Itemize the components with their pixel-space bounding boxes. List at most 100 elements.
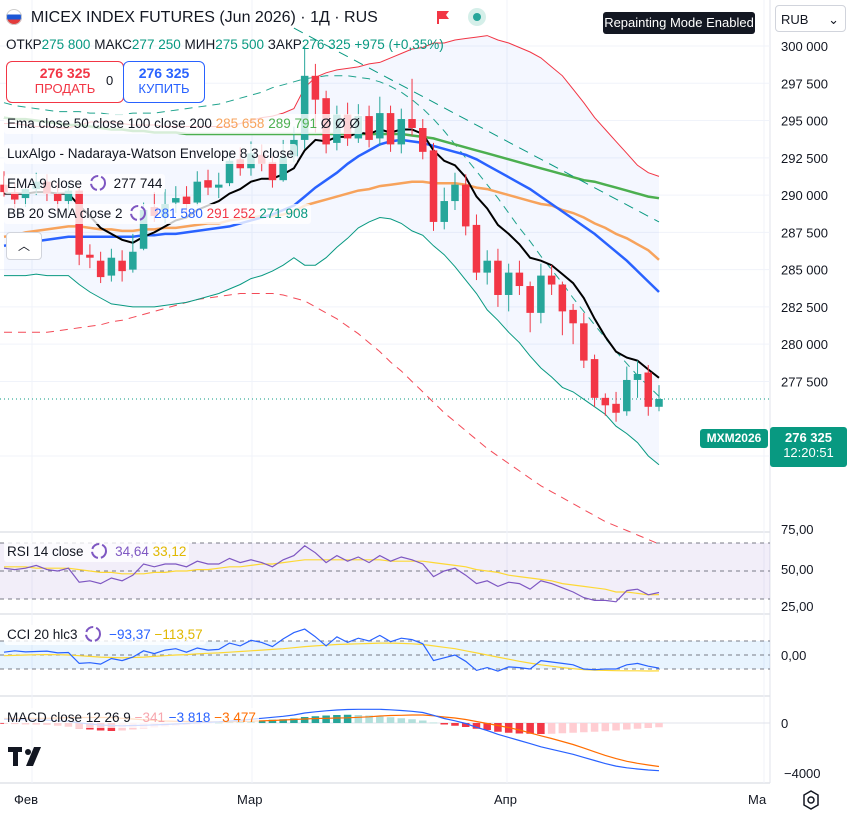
candle-body [10, 192, 19, 200]
tradingview-logo-icon[interactable] [8, 744, 48, 768]
candle [451, 172, 459, 210]
candle-body [86, 254, 94, 258]
candle-body [494, 260, 502, 295]
candle [365, 105, 373, 148]
low-value: 275 500 [215, 37, 265, 52]
sell-price: 276 325 [39, 65, 91, 81]
candle-body [644, 372, 653, 407]
candle [504, 263, 513, 312]
candle-body [96, 260, 105, 278]
macd-hist-bar [623, 723, 631, 730]
candle-body [537, 275, 545, 313]
ema9-legend[interactable]: EMA 9 close 277 744 [4, 174, 166, 194]
candle-body [612, 403, 620, 413]
symbol-title: MICEX INDEX FUTURES (Jun 2026) · 1Д · RU… [30, 9, 378, 26]
candle-body [440, 201, 449, 222]
candle-body [408, 119, 416, 128]
nwe-label: LuxAlgo - Nadaraya-Watson Envelope 8 3 c… [7, 146, 294, 161]
candle [623, 366, 631, 416]
candle-body [300, 75, 309, 140]
macd-label: MACD close 12 26 9 [7, 710, 131, 725]
candle-body [268, 162, 277, 181]
sell-button[interactable]: 276 325 ПРОДАТЬ [6, 61, 124, 103]
macd-hist-bar [386, 717, 395, 723]
candle [440, 187, 449, 230]
macd-hist-bar [461, 723, 470, 727]
replay-dot-icon[interactable] [467, 7, 487, 27]
buy-button[interactable]: 276 325 КУПИТЬ [123, 61, 205, 103]
currency-value: RUB [781, 12, 809, 27]
candle-body [461, 184, 470, 227]
indicator-settings-icon[interactable] [91, 543, 108, 559]
ema-na-2: Ø [335, 116, 346, 131]
high-value: 277 250 [131, 37, 181, 52]
indicator-settings-icon[interactable] [130, 205, 147, 221]
candle [494, 248, 502, 307]
candle [515, 260, 524, 295]
candle-body [214, 184, 223, 188]
candle [601, 393, 610, 416]
bb-legend[interactable]: BB 20 SMA close 2 281 580 291 252 271 90… [4, 204, 312, 224]
last-price-tag: 276 325 12:20:51 [770, 427, 847, 467]
candle-body [472, 224, 481, 273]
rsi-legend[interactable]: RSI 14 close 34,64 33,12 [4, 542, 190, 562]
cci-ma-value: −113,57 [154, 627, 203, 642]
candle [472, 214, 481, 281]
ema50-line [3, 180, 660, 261]
collapse-legend-button[interactable]: ︿ [6, 232, 42, 260]
macd-hist-bar [343, 714, 352, 723]
candle-body [139, 210, 148, 249]
bb-lower-value: 271 908 [259, 206, 309, 221]
chevron-down-icon: ⌄ [828, 12, 839, 27]
candle [96, 251, 105, 284]
macd-hist-bar [376, 716, 384, 723]
indicator-settings-icon[interactable] [85, 626, 102, 642]
candle-body [451, 184, 459, 202]
macd-hist-bar [429, 722, 438, 724]
candle-body [504, 272, 513, 295]
indicator-settings-icon[interactable] [89, 175, 106, 191]
candle-body [182, 196, 191, 205]
nwe-legend[interactable]: LuxAlgo - Nadaraya-Watson Envelope 8 3 c… [4, 144, 297, 164]
candle [526, 281, 534, 333]
cci-line [3, 628, 660, 672]
candle-body [397, 119, 406, 145]
candle [408, 78, 416, 136]
macd-hist-bar [537, 723, 545, 734]
macd-legend[interactable]: MACD close 12 26 9 −341 −3 818 −3 477 [4, 708, 259, 728]
candle-body [655, 398, 663, 407]
candle [419, 119, 427, 160]
ema50-value: 285 658 [215, 116, 265, 131]
bb-upper-value: 291 252 [206, 206, 256, 221]
currency-select[interactable]: RUB ⌄ [775, 5, 846, 32]
rsi-label: RSI 14 close [7, 544, 84, 559]
candle-body [193, 181, 202, 203]
macd-hist-bar [451, 723, 459, 726]
candle [483, 250, 491, 285]
spread-value: 0 [106, 73, 114, 88]
candle [558, 281, 567, 336]
candle [107, 248, 116, 282]
macd-hist-bar [354, 715, 363, 723]
settings-gear-icon[interactable] [801, 790, 821, 810]
rsi-axis-label: 25,00 [781, 599, 814, 614]
last-price-value: 276 325 [785, 430, 832, 445]
macd-hist-bar [644, 723, 653, 728]
cci-legend[interactable]: CCI 20 hlc3 −93,37 −113,57 [4, 625, 206, 645]
rsi-value: 34,64 [115, 544, 149, 559]
alert-flag-icon[interactable] [436, 10, 450, 24]
nwe-lower-line [4, 293, 660, 545]
macd-hist-bar [569, 723, 577, 733]
ema-multi-legend[interactable]: Ema close 50 close 100 close 200 285 658… [4, 114, 363, 134]
candle-body [53, 193, 62, 202]
time-axis-label: Мар [237, 792, 262, 807]
price-axis-label: 295 000 [781, 114, 828, 129]
close-value: 276 325 [301, 37, 351, 52]
symbol-title-row[interactable]: MICEX INDEX FUTURES (Jun 2026) · 1Д · RU… [6, 9, 378, 27]
macd-hist-bar [612, 723, 620, 731]
high-label: МАКС [94, 37, 132, 52]
candle-body [526, 286, 534, 313]
price-axis-label: 290 000 [781, 188, 828, 203]
